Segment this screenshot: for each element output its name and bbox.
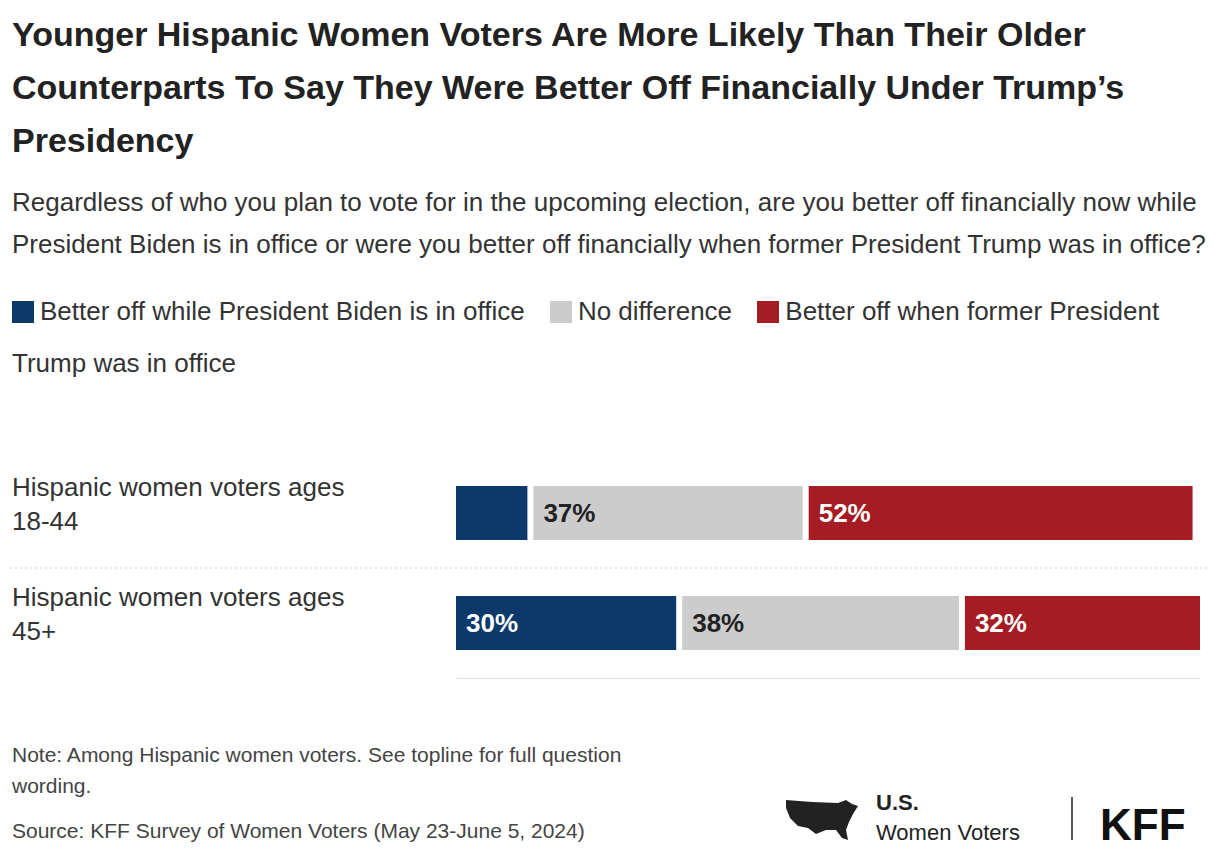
data-label: 38%	[692, 608, 744, 638]
data-labels: 37% 52% 30% 38% 32%	[466, 498, 1027, 638]
text-line: 18-44	[12, 506, 79, 536]
data-label: 37%	[543, 498, 595, 528]
bar-segment	[809, 486, 1193, 540]
chart: 37% 52% 30% 38% 32% Hispanic women voters age…	[0, 0, 1220, 860]
note: Note: Among Hispanic women voters. See t…	[11, 743, 621, 797]
category-label: Hispanic women voters ages 18-44	[12, 472, 344, 536]
text-line: Hispanic women voters ages	[12, 582, 344, 612]
data-label: 32%	[975, 608, 1027, 638]
bar-segment	[965, 596, 1200, 650]
x-axis	[457, 678, 1201, 679]
legend-label: Better off while President Biden is in o…	[40, 296, 525, 326]
category-labels: Hispanic women voters ages18-44Hispanic …	[12, 472, 344, 646]
brand-divider	[1071, 797, 1073, 840]
subtitle: Regardless of who you plan to vote for i…	[12, 181, 1208, 265]
legend-swatch	[12, 301, 34, 323]
text-line: wording.	[11, 774, 91, 797]
legend: Better off while President Biden is in o…	[12, 285, 1208, 389]
brand-logo: KFF	[1100, 800, 1186, 849]
legend-label: No difference	[578, 296, 732, 326]
bar-segment	[533, 486, 802, 540]
legend-item: No difference	[550, 296, 732, 326]
category-label: Hispanic women voters ages 45+	[12, 582, 344, 646]
bar-segment	[682, 596, 959, 650]
row-separator	[10, 568, 1208, 569]
map-icon	[786, 800, 858, 840]
plot-area	[456, 486, 1200, 650]
data-label: 52%	[819, 498, 871, 528]
text-line: Note: Among Hispanic women voters. See t…	[12, 743, 621, 766]
brand-text: U.S.	[876, 790, 919, 815]
source: Source: KFF Survey of Women Voters (May …	[12, 819, 585, 842]
legend-swatch	[757, 301, 779, 323]
data-label: 30%	[466, 608, 518, 638]
axis-line	[457, 678, 1201, 679]
bar-segment	[456, 486, 527, 540]
legend-item: Better off while President Biden is in o…	[12, 296, 525, 326]
legend-swatch	[550, 301, 572, 323]
text-line: 45+	[12, 616, 56, 646]
bar-segment	[456, 596, 676, 650]
brand-text: Women Voters	[876, 820, 1020, 845]
title: Younger Hispanic Women Voters Are More L…	[12, 8, 1208, 167]
text-line: Hispanic women voters ages	[12, 472, 344, 502]
header: Younger Hispanic Women Voters Are More L…	[12, 8, 1208, 389]
